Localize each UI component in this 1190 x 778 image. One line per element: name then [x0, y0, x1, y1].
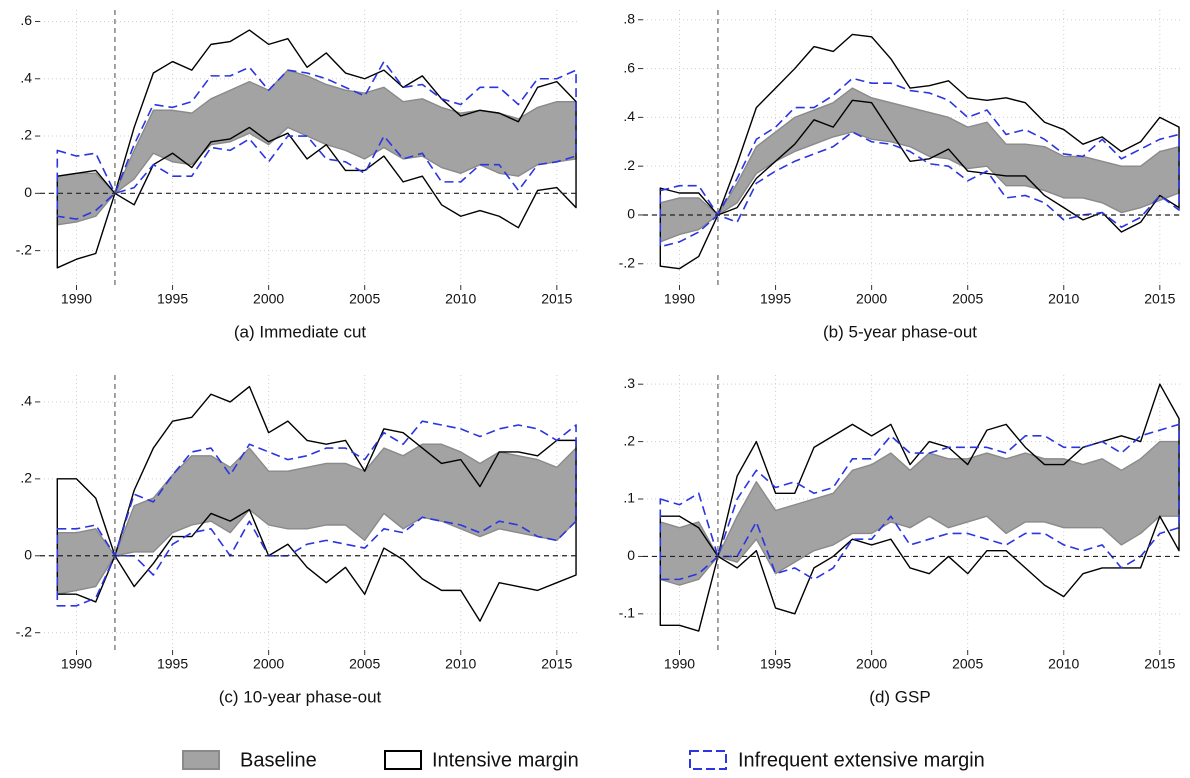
- x-tick-label: 2010: [1048, 291, 1079, 307]
- y-tick-label: .4: [20, 393, 32, 409]
- y-tick-label: -.2: [619, 254, 636, 270]
- y-tick-label: .2: [20, 470, 32, 486]
- x-tick-label: 2005: [349, 291, 380, 307]
- x-tick-label: 2000: [253, 656, 284, 672]
- y-tick-label: .6: [623, 59, 635, 75]
- x-tick-label: 1990: [664, 656, 695, 672]
- x-tick-label: 2000: [856, 291, 887, 307]
- y-tick-label: -.2: [16, 241, 33, 257]
- confidence-band: [56, 443, 577, 595]
- x-tick-label: 2000: [253, 291, 284, 307]
- y-tick-label: -.1: [619, 605, 636, 621]
- confidence-band: [659, 440, 1180, 586]
- x-tick-label: 2005: [952, 656, 983, 672]
- x-tick-label: 2015: [541, 291, 572, 307]
- confidence-band: [659, 77, 1180, 248]
- x-tick-label: 2010: [1048, 656, 1079, 672]
- x-tick-label: 2005: [952, 291, 983, 307]
- panel-caption: (d) GSP: [869, 687, 930, 706]
- panel-caption: (a) Immediate cut: [234, 322, 367, 341]
- confidence-band: [56, 385, 577, 622]
- legend-swatch: [384, 750, 422, 770]
- y-tick-label: 0: [24, 184, 32, 200]
- x-tick-label: 1990: [664, 291, 695, 307]
- confidence-band: [659, 33, 1180, 270]
- y-tick-label: 0: [627, 547, 635, 563]
- y-tick-label: .2: [623, 432, 635, 448]
- y-tick-label: .1: [623, 490, 635, 506]
- x-tick-label: 1990: [61, 656, 92, 672]
- confidence-band: [56, 29, 577, 269]
- confidence-band: [56, 420, 577, 607]
- legend-label: Baseline: [240, 749, 317, 771]
- x-tick-label: 1995: [760, 291, 791, 307]
- y-tick-label: .2: [623, 157, 635, 173]
- y-tick-label: .4: [623, 108, 635, 124]
- legend-label: Infrequent extensive margin: [738, 749, 985, 771]
- x-tick-label: 1995: [760, 656, 791, 672]
- x-tick-label: 2015: [1144, 291, 1175, 307]
- y-tick-label: .8: [623, 10, 635, 26]
- x-tick-label: 1995: [157, 291, 188, 307]
- x-tick-label: 2015: [541, 656, 572, 672]
- panel-caption: (b) 5-year phase-out: [823, 322, 977, 341]
- y-tick-label: .2: [20, 127, 32, 143]
- legend-label: Intensive margin: [432, 749, 579, 771]
- confidence-band: [659, 383, 1180, 632]
- y-tick-label: 0: [627, 206, 635, 222]
- x-tick-label: 2005: [349, 656, 380, 672]
- y-tick-label: .6: [20, 12, 32, 28]
- confidence-band: [56, 60, 577, 220]
- legend-swatch: [182, 750, 220, 770]
- y-tick-label: .3: [623, 375, 635, 391]
- x-tick-label: 1995: [157, 656, 188, 672]
- x-tick-label: 2015: [1144, 656, 1175, 672]
- x-tick-label: 1990: [61, 291, 92, 307]
- x-tick-label: 2010: [445, 291, 476, 307]
- x-tick-label: 2010: [445, 656, 476, 672]
- panel-caption: (c) 10-year phase-out: [219, 687, 382, 706]
- y-tick-label: .4: [20, 69, 32, 85]
- y-tick-label: -.2: [16, 623, 33, 639]
- legend-swatch: [689, 750, 727, 770]
- x-tick-label: 2000: [856, 656, 887, 672]
- y-tick-label: 0: [24, 546, 32, 562]
- confidence-band: [659, 423, 1180, 581]
